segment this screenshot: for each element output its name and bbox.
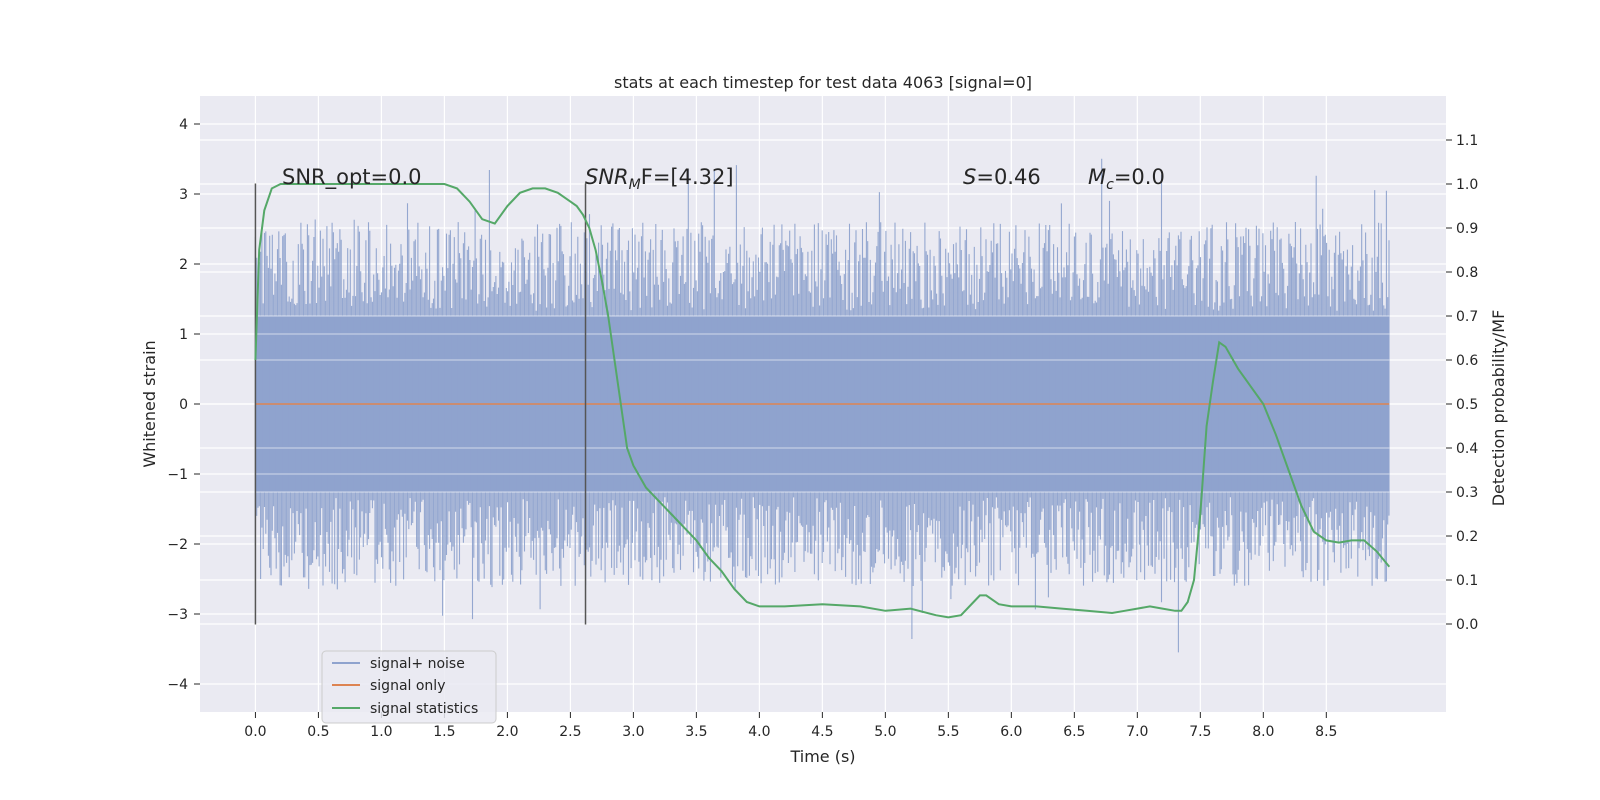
left-y-tick-label: −3 bbox=[167, 607, 188, 623]
snr-mf-subscript: M bbox=[629, 177, 641, 193]
right-y-tick-label: 0.4 bbox=[1456, 441, 1478, 457]
x-tick-label: 2.5 bbox=[559, 724, 581, 740]
s-name: S bbox=[963, 165, 976, 189]
legend-box bbox=[321, 650, 497, 724]
legend-label-signal: signal only bbox=[370, 678, 445, 694]
x-axis-ticks: 0.0 0.5 1.0 1.5 2.0 2.5 3.0 3.5 4.0 4.5 5.0 5.5 6.0 6… bbox=[244, 712, 1337, 740]
right-y-tick-label: 0.6 bbox=[1456, 353, 1478, 369]
mc-value: =0.0 bbox=[1114, 165, 1165, 189]
left-y-tick-label: −1 bbox=[167, 467, 188, 483]
left-y-tick-label: 3 bbox=[179, 187, 188, 203]
x-tick-label: 1.5 bbox=[433, 724, 455, 740]
right-y-tick-label: 0.3 bbox=[1456, 485, 1478, 501]
snr-mf-name: SNR bbox=[585, 165, 629, 189]
snr-mf-annotation: SNRMF=[4.32] bbox=[585, 165, 734, 193]
x-tick-label: 3.0 bbox=[622, 724, 644, 740]
mc-annotation: Mc=0.0 bbox=[1088, 165, 1165, 193]
snr-opt-annotation: SNR_opt=0.0 bbox=[282, 165, 422, 190]
right-y-tick-label: 0.1 bbox=[1456, 573, 1478, 589]
mc-name: M bbox=[1088, 165, 1106, 189]
right-y-axis-ticks: 0.0 0.1 0.2 0.3 0.4 0.5 0.6 0.7 0.8 0.9 1.0 1.1 bbox=[1446, 133, 1478, 633]
x-axis-label: Time (s) bbox=[789, 747, 855, 766]
x-tick-label: 5.0 bbox=[874, 724, 896, 740]
legend-label-noise: signal+ noise bbox=[370, 656, 465, 672]
x-tick-label: 1.0 bbox=[370, 724, 392, 740]
right-y-tick-label: 1.1 bbox=[1456, 133, 1478, 149]
x-tick-label: 0.0 bbox=[244, 724, 266, 740]
right-y-tick-label: 0.2 bbox=[1456, 529, 1478, 545]
left-y-axis-label: Whitened strain bbox=[140, 340, 159, 467]
right-y-tick-label: 0.9 bbox=[1456, 221, 1478, 237]
right-y-tick-label: 0.7 bbox=[1456, 309, 1478, 325]
x-tick-label: 6.0 bbox=[1000, 724, 1022, 740]
x-tick-label: 4.0 bbox=[748, 724, 770, 740]
left-y-tick-label: −2 bbox=[167, 537, 188, 553]
x-tick-label: 8.0 bbox=[1252, 724, 1274, 740]
s-value: =0.46 bbox=[976, 165, 1040, 189]
left-y-tick-label: 0 bbox=[179, 397, 188, 413]
left-y-axis-ticks: −4 −3 −2 −1 0 1 2 3 4 bbox=[167, 117, 200, 693]
x-tick-label: 6.5 bbox=[1063, 724, 1085, 740]
chart-title: stats at each timestep for test data 406… bbox=[614, 73, 1032, 92]
left-y-tick-label: 4 bbox=[179, 117, 188, 133]
s-annotation: S=0.46 bbox=[963, 165, 1041, 189]
right-y-tick-label: 0.5 bbox=[1456, 397, 1478, 413]
x-tick-label: 7.5 bbox=[1189, 724, 1211, 740]
right-y-axis-label: Detection probability/MF bbox=[1489, 310, 1508, 507]
x-tick-label: 3.5 bbox=[685, 724, 707, 740]
left-y-tick-label: 1 bbox=[179, 327, 188, 343]
signal-statistics-series bbox=[254, 183, 1391, 619]
x-tick-label: 2.0 bbox=[496, 724, 518, 740]
right-y-tick-label: 0.0 bbox=[1456, 617, 1478, 633]
legend-label-stats: signal statistics bbox=[370, 701, 478, 717]
left-y-tick-label: 2 bbox=[179, 257, 188, 273]
legend: signal+ noise signal only signal statist… bbox=[321, 650, 497, 724]
snr-mf-value: F=[4.32] bbox=[641, 165, 734, 189]
left-y-tick-label: −4 bbox=[167, 677, 188, 693]
mc-subscript: c bbox=[1106, 177, 1114, 193]
x-tick-label: 4.5 bbox=[811, 724, 833, 740]
x-tick-label: 7.0 bbox=[1126, 724, 1148, 740]
x-tick-label: 8.5 bbox=[1315, 724, 1337, 740]
marker-lines bbox=[254, 183, 587, 625]
x-tick-label: 5.5 bbox=[937, 724, 959, 740]
right-y-tick-label: 1.0 bbox=[1456, 177, 1478, 193]
x-tick-label: 0.5 bbox=[307, 724, 329, 740]
right-y-tick-label: 0.8 bbox=[1456, 265, 1478, 281]
